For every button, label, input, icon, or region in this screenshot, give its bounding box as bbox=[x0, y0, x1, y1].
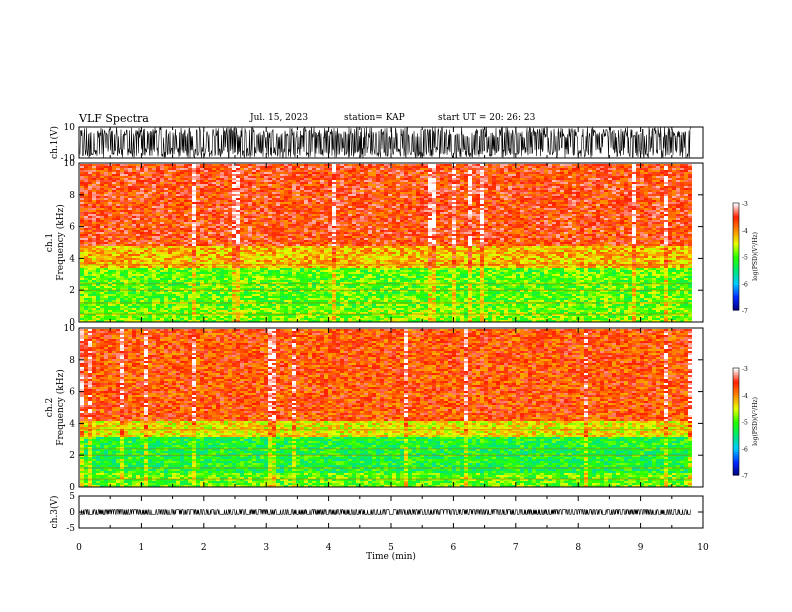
y-tick-label: 10 bbox=[64, 324, 76, 334]
y-tick-label: 4 bbox=[69, 419, 75, 429]
color-bar-tick-label: -3 bbox=[742, 201, 748, 208]
x-tick-label: 2 bbox=[201, 543, 207, 553]
y-axis-label: ch.1Frequency (kHz) bbox=[45, 204, 66, 281]
color-bar-tick-label: -4 bbox=[742, 228, 748, 235]
x-tick-label: 7 bbox=[513, 543, 519, 553]
ch2-spectrogram-image bbox=[80, 329, 692, 487]
x-tick-label: 0 bbox=[76, 543, 82, 553]
color-bar-tick-label: -6 bbox=[742, 281, 748, 288]
color-bar-tick-label: -3 bbox=[742, 366, 748, 373]
color-bar-tick-label: -7 bbox=[742, 473, 748, 480]
y-tick-label: 8 bbox=[69, 191, 75, 201]
y-axis-label: ch.3(V) bbox=[49, 496, 60, 529]
color-bar bbox=[733, 368, 739, 476]
y-tick-label: 6 bbox=[69, 388, 75, 398]
y-tick-label: 6 bbox=[69, 223, 75, 233]
x-tick-label: 1 bbox=[139, 543, 145, 553]
y-tick-label: 10 bbox=[64, 159, 76, 169]
ch1-waveform-line bbox=[80, 127, 691, 158]
x-tick-label: 8 bbox=[575, 543, 581, 553]
x-tick-label: 6 bbox=[451, 543, 457, 553]
y-tick-label: 10 bbox=[64, 123, 76, 133]
x-axis-label: Time (min) bbox=[366, 551, 416, 562]
y-tick-label: -5 bbox=[66, 524, 75, 534]
color-bar-tick-label: -5 bbox=[742, 420, 748, 427]
x-tick-label: 10 bbox=[697, 543, 709, 553]
y-tick-label: 8 bbox=[69, 356, 75, 366]
color-bar-label: log(PSD)(V²/Hz) bbox=[752, 232, 759, 281]
y-tick-label: 2 bbox=[69, 451, 75, 461]
y-tick-label: 4 bbox=[69, 254, 75, 264]
y-tick-label: 5 bbox=[69, 492, 75, 502]
y-axis-label: ch.1(V) bbox=[49, 126, 60, 159]
color-bar-tick-label: -5 bbox=[742, 255, 748, 262]
color-bar-label: log(PSD)(V²/Hz) bbox=[752, 397, 759, 446]
x-tick-label: 4 bbox=[326, 543, 332, 553]
color-bar-tick-label: -6 bbox=[742, 446, 748, 453]
ch1-spectrogram-image bbox=[80, 164, 692, 322]
color-bar-tick-label: -7 bbox=[742, 308, 748, 315]
y-tick-label: 0 bbox=[69, 508, 75, 518]
ch3-waveform-line bbox=[80, 509, 691, 514]
color-bar-tick-label: -4 bbox=[742, 393, 748, 400]
x-tick-label: 9 bbox=[638, 543, 644, 553]
color-bar bbox=[733, 203, 739, 311]
x-tick-label: 3 bbox=[263, 543, 269, 553]
y-axis-label: ch.2Frequency (kHz) bbox=[45, 369, 66, 446]
vlf-spectra-figure: 10-10ch.1(V)0246810ch.1Frequency (kHz)02… bbox=[0, 0, 792, 612]
y-tick-label: 2 bbox=[69, 286, 75, 296]
